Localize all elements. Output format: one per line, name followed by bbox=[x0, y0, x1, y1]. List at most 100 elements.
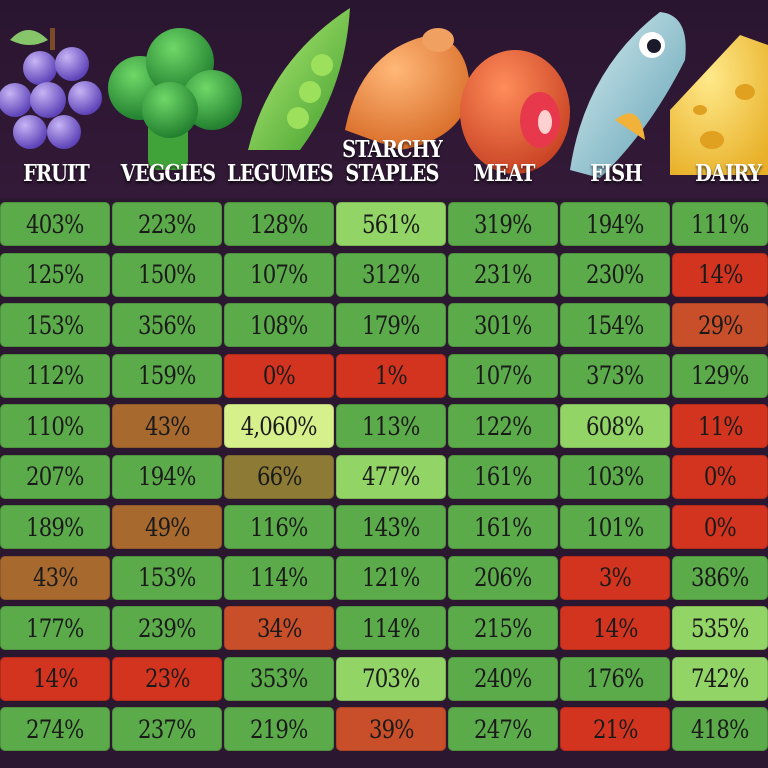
header: FRUIT VEGGIES LEGUMES STARCHY STAPLES MEAT FI… bbox=[0, 0, 768, 198]
table-cell: 14% bbox=[560, 606, 670, 650]
cell-value: 223% bbox=[138, 209, 196, 239]
cell-value: 176% bbox=[586, 664, 644, 693]
pea-pod-icon bbox=[248, 8, 350, 150]
cell-value: 3% bbox=[598, 563, 632, 592]
table-cell: 43% bbox=[0, 555, 110, 600]
cell-value: 742% bbox=[691, 664, 749, 693]
table-cell: 153% bbox=[112, 555, 222, 600]
cell-value: 129% bbox=[691, 361, 749, 390]
table-cell: 14% bbox=[672, 252, 768, 297]
cell-value: 356% bbox=[138, 310, 196, 340]
cell-value: 114% bbox=[362, 613, 420, 643]
table-cell: 125% bbox=[0, 252, 110, 297]
broccoli-icon bbox=[108, 28, 242, 170]
grapes-icon bbox=[0, 28, 102, 149]
table-cell: 161% bbox=[448, 505, 558, 549]
column-header-dairy: DAIRY bbox=[695, 160, 762, 187]
table-cell: 159% bbox=[112, 353, 222, 398]
table-cell: 608% bbox=[560, 404, 670, 448]
cell-value: 274% bbox=[26, 714, 84, 744]
cell-value: 116% bbox=[250, 512, 308, 542]
cell-value: 107% bbox=[250, 260, 308, 289]
table-cell: 21% bbox=[560, 707, 670, 751]
cell-value: 49% bbox=[144, 512, 191, 542]
table-cell: 114% bbox=[224, 555, 334, 600]
table-cell: 386% bbox=[672, 555, 768, 600]
cell-value: 23% bbox=[144, 664, 191, 693]
table-cell: 122% bbox=[448, 404, 558, 448]
cell-value: 312% bbox=[362, 260, 420, 289]
table-cell: 312% bbox=[336, 252, 446, 297]
table-cell: 29% bbox=[672, 303, 768, 347]
table-cell: 121% bbox=[336, 555, 446, 600]
cell-value: 608% bbox=[586, 411, 644, 441]
cell-value: 110% bbox=[26, 411, 84, 441]
cell-value: 153% bbox=[26, 310, 84, 340]
table-cell: 535% bbox=[672, 606, 768, 650]
cell-value: 561% bbox=[362, 209, 420, 239]
table-cell: 43% bbox=[112, 404, 222, 448]
cell-value: 128% bbox=[250, 209, 308, 239]
table-cell: 742% bbox=[672, 656, 768, 701]
table-cell: 561% bbox=[336, 202, 446, 246]
table-cell: 107% bbox=[224, 252, 334, 297]
table-cell: 108% bbox=[224, 303, 334, 347]
cell-value: 247% bbox=[474, 714, 532, 744]
table-cell: 237% bbox=[112, 707, 222, 751]
table-cell: 143% bbox=[336, 505, 446, 549]
table-cell: 179% bbox=[336, 303, 446, 347]
cell-value: 240% bbox=[474, 664, 532, 693]
data-table: 403% 223% 128% 561% 319% 194% 111% 125% 150% 107%… bbox=[0, 198, 768, 768]
table-cell: 161% bbox=[448, 454, 558, 499]
cell-value: 194% bbox=[586, 209, 644, 239]
cell-value: 703% bbox=[362, 664, 420, 693]
table-cell: 128% bbox=[224, 202, 334, 246]
cell-value: 112% bbox=[26, 361, 84, 390]
cell-value: 231% bbox=[474, 260, 532, 289]
table-cell: 247% bbox=[448, 707, 558, 751]
table-cell: 230% bbox=[560, 252, 670, 297]
cell-value: 535% bbox=[691, 613, 749, 643]
cell-value: 111% bbox=[691, 209, 749, 239]
cell-value: 14% bbox=[697, 260, 744, 289]
column-header-legumes: LEGUMES bbox=[227, 160, 334, 187]
table-cell: 114% bbox=[336, 606, 446, 650]
cell-value: 14% bbox=[32, 664, 79, 693]
cell-value: 143% bbox=[362, 512, 420, 542]
cell-value: 122% bbox=[474, 411, 532, 441]
table-cell: 231% bbox=[448, 252, 558, 297]
cell-value: 103% bbox=[586, 462, 644, 491]
table-cell: 189% bbox=[0, 505, 110, 549]
cell-value: 4,060% bbox=[241, 411, 318, 441]
cell-value: 39% bbox=[368, 714, 415, 744]
table-cell: 103% bbox=[560, 454, 670, 499]
cell-value: 386% bbox=[691, 563, 749, 592]
cell-value: 29% bbox=[697, 310, 744, 340]
cell-value: 153% bbox=[138, 563, 196, 592]
cell-value: 114% bbox=[250, 563, 308, 592]
cell-value: 108% bbox=[250, 310, 308, 340]
column-header-fruit: FRUIT bbox=[23, 160, 90, 187]
cell-value: 0% bbox=[262, 361, 296, 390]
table-cell: 116% bbox=[224, 505, 334, 549]
cell-value: 14% bbox=[592, 613, 639, 643]
cell-value: 239% bbox=[138, 613, 196, 643]
cell-value: 161% bbox=[474, 462, 532, 491]
table-cell: 11% bbox=[672, 404, 768, 448]
cell-value: 403% bbox=[26, 209, 84, 239]
table-cell: 66% bbox=[224, 454, 334, 499]
table-cell: 3% bbox=[560, 555, 670, 600]
table-cell: 215% bbox=[448, 606, 558, 650]
table-cell: 176% bbox=[560, 656, 670, 701]
cheese-icon bbox=[670, 35, 768, 175]
bread-icon bbox=[345, 28, 470, 150]
table-cell: 356% bbox=[112, 303, 222, 347]
table-cell: 23% bbox=[112, 656, 222, 701]
cell-value: 1% bbox=[374, 361, 408, 390]
table-cell: 14% bbox=[0, 656, 110, 701]
table-cell: 0% bbox=[672, 454, 768, 499]
table-cell: 239% bbox=[112, 606, 222, 650]
table-cell: 0% bbox=[224, 353, 334, 398]
table-cell: 301% bbox=[448, 303, 558, 347]
cell-value: 150% bbox=[138, 260, 196, 289]
